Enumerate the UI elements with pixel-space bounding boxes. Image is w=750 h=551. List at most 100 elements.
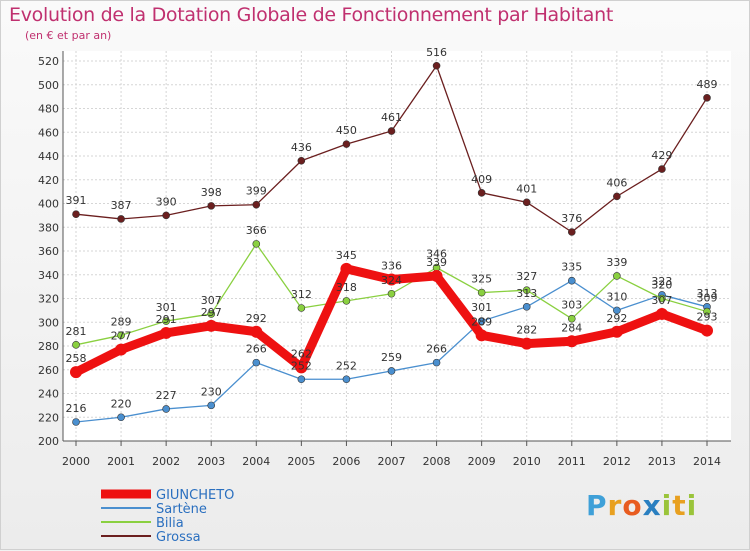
data-label: 284 [561, 321, 582, 334]
data-label: 266 [426, 343, 447, 356]
data-label: 339 [606, 256, 627, 269]
data-point [72, 418, 80, 426]
data-point [430, 269, 443, 282]
data-point [162, 317, 170, 325]
data-point [250, 325, 263, 338]
data-label: 429 [651, 149, 672, 162]
x-tick-label: 2003 [197, 455, 225, 468]
data-point [522, 286, 531, 294]
data-point [117, 413, 125, 422]
data-point [567, 314, 576, 323]
data-point [658, 294, 666, 303]
data-point [72, 210, 80, 218]
data-label: 309 [697, 292, 718, 305]
x-tick-label: 2005 [287, 455, 315, 468]
data-point [520, 337, 533, 350]
data-label: 436 [291, 141, 312, 154]
data-label: 216 [66, 402, 87, 415]
y-tick-label: 280 [38, 340, 59, 353]
data-label: 409 [471, 173, 492, 186]
data-label: 310 [606, 290, 627, 303]
data-point [115, 343, 128, 356]
x-tick-label: 2014 [693, 455, 721, 468]
data-point [658, 165, 666, 173]
data-label: 289 [111, 315, 132, 328]
data-point [477, 288, 486, 297]
logo-letter: i [686, 489, 698, 522]
x-tick-label: 2001 [107, 455, 135, 468]
data-point [205, 319, 218, 332]
data-point [613, 272, 621, 280]
data-label: 282 [516, 324, 537, 337]
data-label: 313 [516, 287, 537, 300]
data-point [162, 211, 170, 220]
data-point [207, 310, 216, 318]
data-point [342, 375, 351, 384]
y-tick-label: 260 [38, 364, 59, 377]
x-tick-label: 2002 [152, 455, 180, 468]
data-label: 262 [291, 347, 312, 360]
data-point [340, 262, 353, 275]
y-tick-label: 400 [38, 198, 59, 211]
data-label: 277 [111, 330, 132, 343]
x-tick-label: 2012 [603, 455, 631, 468]
x-tick-label: 2009 [468, 455, 496, 468]
data-label: 307 [651, 294, 672, 307]
logo-letter: x [642, 489, 662, 522]
chart-title: Evolution de la Dotation Globale de Fonc… [9, 4, 614, 26]
data-label: 406 [606, 176, 627, 189]
data-label: 366 [246, 224, 267, 237]
data-point [613, 306, 621, 315]
proxiti-logo: Proxiti [586, 489, 697, 522]
data-label: 391 [66, 194, 87, 207]
data-label: 323 [651, 275, 672, 288]
y-tick-label: 340 [38, 269, 59, 282]
y-tick-label: 240 [38, 388, 59, 401]
data-point [295, 361, 308, 374]
data-point [162, 405, 170, 413]
data-label: 339 [426, 256, 447, 269]
data-label: 398 [201, 186, 222, 199]
data-label: 318 [336, 281, 357, 294]
data-label: 387 [111, 199, 132, 212]
data-point [297, 304, 306, 312]
data-point [252, 200, 261, 209]
data-label: 252 [336, 359, 357, 372]
logo-letter: o [622, 489, 643, 522]
data-point [117, 331, 125, 340]
data-label: 227 [156, 389, 177, 402]
data-label: 230 [201, 385, 222, 398]
data-point [432, 61, 441, 70]
logo-letter: r [607, 489, 623, 522]
data-point [610, 325, 623, 338]
data-label: 289 [471, 315, 492, 328]
data-label: 376 [561, 212, 582, 225]
y-tick-label: 460 [38, 126, 59, 139]
data-label: 313 [697, 287, 718, 300]
y-tick-label: 500 [38, 79, 59, 92]
data-label: 301 [471, 301, 492, 314]
data-point [342, 297, 351, 305]
data-label: 303 [561, 299, 582, 312]
data-point [297, 156, 306, 165]
legend-label: GIUNCHETO [156, 488, 234, 503]
x-tick-label: 2011 [558, 455, 586, 468]
data-label: 399 [246, 185, 267, 198]
data-point [387, 367, 396, 375]
legend-label: Bilia [156, 516, 184, 531]
data-label: 345 [336, 249, 357, 262]
data-point [252, 240, 261, 248]
data-point [703, 307, 711, 316]
data-label: 252 [291, 359, 312, 372]
data-point [522, 303, 531, 311]
data-point [701, 324, 713, 337]
data-point [522, 198, 531, 207]
data-point [160, 326, 173, 339]
data-point [565, 335, 578, 348]
x-tick-label: 2004 [242, 455, 270, 468]
data-label: 281 [66, 325, 87, 338]
data-label: 293 [697, 311, 718, 324]
data-point [567, 276, 576, 285]
data-point [117, 215, 125, 223]
